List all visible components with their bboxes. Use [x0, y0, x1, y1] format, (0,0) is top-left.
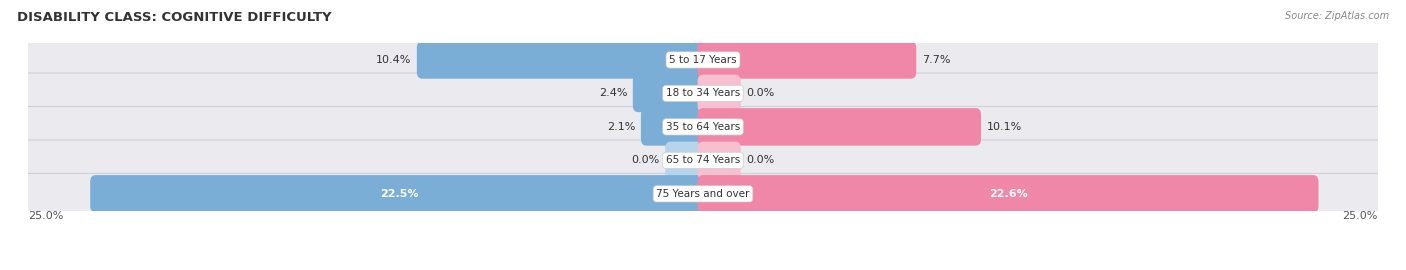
- Text: 2.4%: 2.4%: [599, 88, 627, 99]
- FancyBboxPatch shape: [633, 75, 709, 112]
- Text: 18 to 34 Years: 18 to 34 Years: [666, 88, 740, 99]
- FancyBboxPatch shape: [21, 140, 1385, 181]
- Text: 0.0%: 0.0%: [747, 88, 775, 99]
- FancyBboxPatch shape: [90, 175, 709, 212]
- Text: 7.7%: 7.7%: [922, 55, 950, 65]
- Text: 25.0%: 25.0%: [28, 211, 63, 221]
- Text: DISABILITY CLASS: COGNITIVE DIFFICULTY: DISABILITY CLASS: COGNITIVE DIFFICULTY: [17, 11, 332, 24]
- Text: 0.0%: 0.0%: [631, 155, 659, 166]
- FancyBboxPatch shape: [697, 41, 917, 79]
- Text: 0.0%: 0.0%: [747, 155, 775, 166]
- Text: 10.1%: 10.1%: [987, 122, 1022, 132]
- Text: 10.4%: 10.4%: [375, 55, 412, 65]
- FancyBboxPatch shape: [21, 73, 1385, 114]
- FancyBboxPatch shape: [21, 39, 1385, 80]
- FancyBboxPatch shape: [641, 108, 709, 146]
- Text: 35 to 64 Years: 35 to 64 Years: [666, 122, 740, 132]
- Text: 22.6%: 22.6%: [988, 189, 1028, 199]
- Text: 65 to 74 Years: 65 to 74 Years: [666, 155, 740, 166]
- FancyBboxPatch shape: [697, 108, 981, 146]
- FancyBboxPatch shape: [697, 175, 1319, 212]
- FancyBboxPatch shape: [21, 106, 1385, 147]
- Text: Source: ZipAtlas.com: Source: ZipAtlas.com: [1285, 11, 1389, 21]
- Text: 22.5%: 22.5%: [380, 189, 419, 199]
- FancyBboxPatch shape: [665, 142, 709, 179]
- Text: 2.1%: 2.1%: [607, 122, 636, 132]
- FancyBboxPatch shape: [416, 41, 709, 79]
- FancyBboxPatch shape: [697, 75, 741, 112]
- Text: 5 to 17 Years: 5 to 17 Years: [669, 55, 737, 65]
- FancyBboxPatch shape: [21, 173, 1385, 214]
- FancyBboxPatch shape: [697, 142, 741, 179]
- Text: 75 Years and over: 75 Years and over: [657, 189, 749, 199]
- Text: 25.0%: 25.0%: [1343, 211, 1378, 221]
